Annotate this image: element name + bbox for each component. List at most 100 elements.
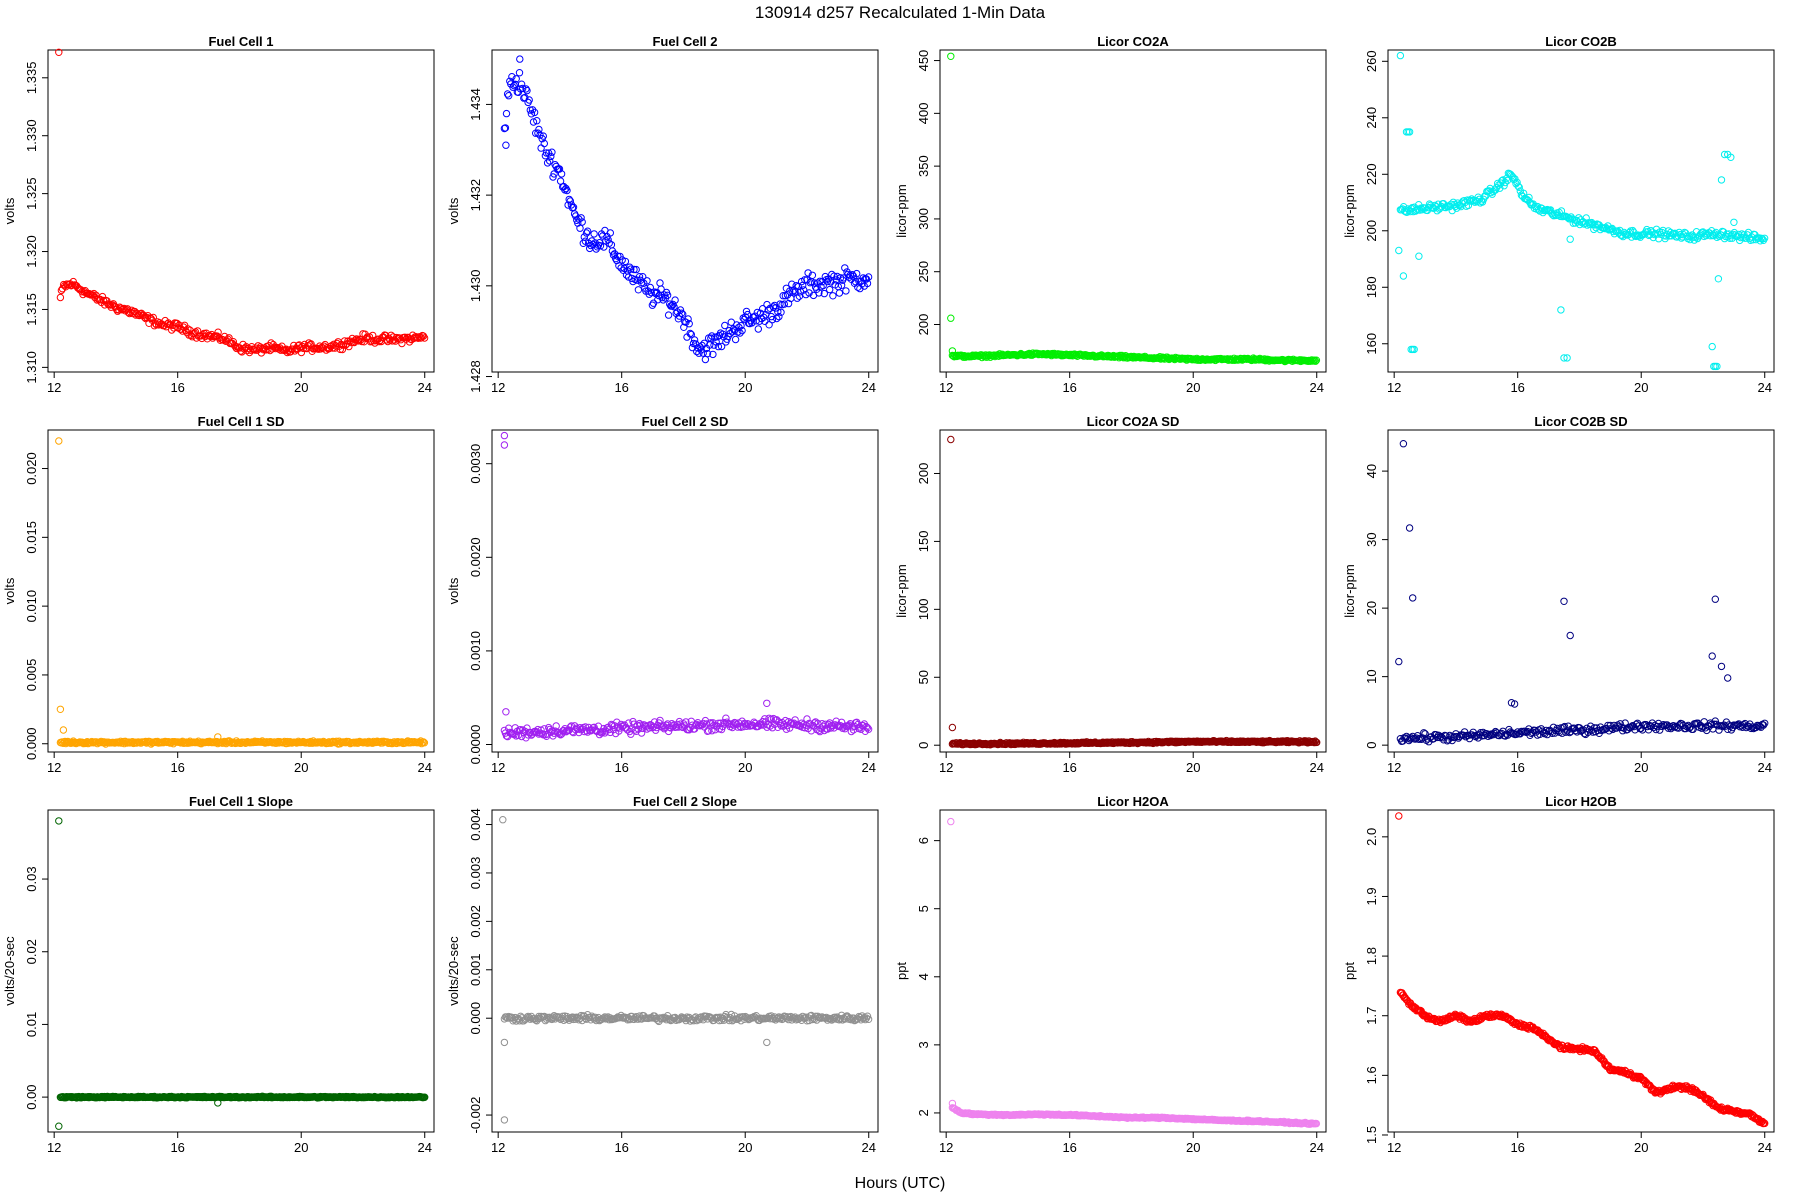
outlier-point <box>500 441 509 449</box>
data-point <box>1698 724 1706 732</box>
x-tick-label: 16 <box>170 1140 184 1155</box>
data-point <box>502 109 511 118</box>
data-point <box>810 719 819 727</box>
y-tick-label: 0.003 <box>468 857 483 890</box>
data-point <box>659 721 667 730</box>
x-tick-label: 24 <box>862 760 876 775</box>
x-tick-label: 24 <box>418 760 432 775</box>
x-tick-label: 12 <box>939 760 953 775</box>
outlier-point <box>1395 812 1403 820</box>
outlier-point <box>59 726 68 734</box>
x-tick-label: 24 <box>862 1140 876 1155</box>
plot-frame <box>47 809 435 1133</box>
x-tick-label: 16 <box>614 380 628 395</box>
x-tick-label: 16 <box>1510 1140 1524 1155</box>
panel-title: Licor CO2A <box>1097 34 1169 49</box>
data-point <box>864 725 873 733</box>
x-tick-label: 12 <box>939 380 953 395</box>
data-point <box>862 275 871 283</box>
x-tick-label: 16 <box>170 760 184 775</box>
data-point <box>671 296 679 304</box>
data-point <box>563 186 571 195</box>
outlier-point <box>1405 128 1414 136</box>
y-tick-label: 1.430 <box>468 270 483 303</box>
data-point <box>738 326 746 335</box>
x-tick-label: 12 <box>491 1140 505 1155</box>
y-axis-label: volts <box>446 197 461 224</box>
data-point <box>709 350 717 359</box>
data-point <box>775 312 783 321</box>
data-point <box>764 306 772 314</box>
data-point <box>1311 357 1320 365</box>
panel-title: Fuel Cell 1 Slope <box>189 794 293 809</box>
x-tick-label: 20 <box>294 380 308 395</box>
y-tick-label: 10 <box>1364 669 1379 683</box>
data-point <box>1539 729 1548 737</box>
data-point <box>218 739 227 747</box>
data-point <box>89 291 97 299</box>
data-point <box>600 724 608 733</box>
data-point <box>621 257 630 266</box>
data-point <box>863 724 872 732</box>
data-point <box>548 148 556 156</box>
data-point <box>853 269 861 278</box>
data-point <box>604 236 612 244</box>
data-point <box>530 108 539 117</box>
y-axis-label: volts <box>2 197 17 224</box>
data-point <box>1424 203 1433 212</box>
data-point <box>419 332 428 340</box>
data-points <box>55 48 429 357</box>
data-point <box>339 341 348 349</box>
outlier-point <box>1566 631 1574 640</box>
y-tick-label: 1.320 <box>24 235 39 268</box>
data-point <box>548 727 556 735</box>
data-point <box>555 165 564 173</box>
data-point <box>1666 228 1675 237</box>
data-point <box>1473 198 1481 206</box>
outlier-point <box>55 1122 63 1130</box>
data-point <box>805 289 813 297</box>
data-point <box>1653 230 1662 238</box>
y-tick-label: 160 <box>1364 333 1379 355</box>
plot-frame <box>1387 809 1775 1133</box>
y-tick-label: 300 <box>916 208 931 230</box>
data-point <box>631 726 639 734</box>
y-axis-label: ppt <box>894 962 909 980</box>
data-point <box>582 229 591 237</box>
data-point <box>769 714 778 723</box>
outlier-point <box>1720 150 1729 159</box>
data-point <box>659 296 667 304</box>
data-point <box>657 285 665 293</box>
data-point <box>510 81 518 90</box>
data-point <box>810 279 819 287</box>
data-point <box>842 287 850 295</box>
data-point <box>540 139 548 148</box>
x-tick-label: 16 <box>614 760 628 775</box>
y-tick-label: 220 <box>1364 163 1379 185</box>
data-point <box>517 80 526 88</box>
outlier-point <box>214 733 222 741</box>
y-tick-label: 3 <box>916 1041 931 1048</box>
outlier-point <box>1399 272 1408 280</box>
x-tick-label: 20 <box>738 380 752 395</box>
data-point <box>1533 202 1542 211</box>
data-point <box>537 144 545 152</box>
data-point <box>658 723 666 731</box>
data-point <box>788 280 796 288</box>
data-point <box>731 335 740 344</box>
data-point <box>1418 734 1427 742</box>
panel-title: Fuel Cell 2 SD <box>642 414 729 429</box>
y-tick-label: 0.0020 <box>468 537 483 577</box>
outlier-point <box>1711 595 1720 603</box>
data-point <box>766 722 774 730</box>
data-point <box>606 229 614 237</box>
data-point <box>566 197 574 205</box>
data-point <box>525 96 533 104</box>
data-point <box>1760 234 1769 243</box>
panel-title: Fuel Cell 2 <box>652 34 717 49</box>
data-point <box>803 715 811 723</box>
data-point <box>597 729 606 737</box>
